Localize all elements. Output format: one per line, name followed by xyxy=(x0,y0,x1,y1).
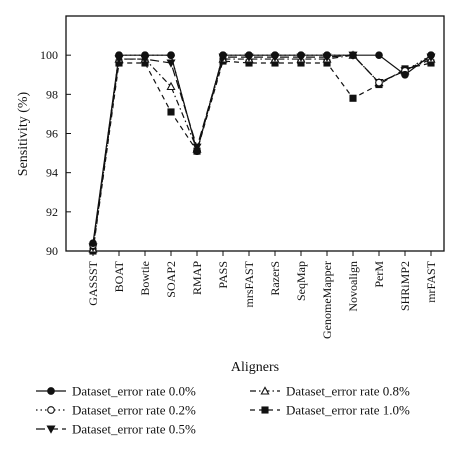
data-point xyxy=(349,51,357,60)
data-point xyxy=(427,51,435,60)
legend-marker xyxy=(261,406,269,414)
data-point xyxy=(167,108,175,116)
data-point xyxy=(245,51,253,60)
y-tick-label: 100 xyxy=(40,48,58,62)
legend-label: Dataset_error rate 0.0% xyxy=(72,384,196,399)
data-point xyxy=(375,51,383,60)
x-tick-label: SHRiMP2 xyxy=(398,261,412,311)
y-tick-label: 92 xyxy=(46,205,58,219)
data-point xyxy=(89,239,97,248)
series-4 xyxy=(89,57,435,255)
y-tick-label: 98 xyxy=(46,87,58,101)
data-point xyxy=(167,51,175,60)
x-tick-label: RMAP xyxy=(190,261,204,295)
data-point xyxy=(219,51,227,60)
series-1 xyxy=(89,51,435,249)
legend-label: Dataset_error rate 1.0% xyxy=(286,403,410,418)
legend-item: Dataset_error rate 0.0% xyxy=(36,384,196,399)
data-point xyxy=(115,51,123,60)
x-tick-label: Novoalign xyxy=(346,261,360,312)
series-layer xyxy=(88,50,436,255)
legend: Dataset_error rate 0.0% Dataset_error rat… xyxy=(36,384,410,437)
data-point xyxy=(401,70,409,79)
legend-marker xyxy=(47,406,55,414)
legend-label: Dataset_error rate 0.8% xyxy=(286,384,410,399)
x-tick-label: RazerS xyxy=(268,261,282,296)
series-0 xyxy=(89,51,435,248)
x-tick-label: GASSST xyxy=(86,260,100,305)
x-tick-label: Bowtie xyxy=(138,261,152,296)
series-line xyxy=(92,60,432,252)
legend-item: Dataset_error rate 0.5% xyxy=(36,422,196,437)
data-point xyxy=(375,78,383,87)
plot-frame xyxy=(65,15,445,252)
legend-marker xyxy=(46,425,56,434)
x-axis: GASSST BOAT Bowtie SOAP2 RMAP PASS mrsFAST Raze… xyxy=(86,251,438,339)
data-point xyxy=(349,94,357,102)
legend-item: Dataset_error rate 0.8% xyxy=(250,384,410,399)
data-point xyxy=(271,51,279,60)
data-point xyxy=(323,51,331,60)
data-point xyxy=(193,147,201,155)
x-tick-label: mrFAST xyxy=(424,260,438,302)
series-line xyxy=(92,54,432,244)
legend-label: Dataset_error rate 0.5% xyxy=(72,422,196,437)
y-axis-title: Sensitivity (%) xyxy=(16,91,31,176)
x-tick-label: BOAT xyxy=(112,260,126,292)
legend-marker xyxy=(47,387,55,395)
x-tick-label: PASS xyxy=(216,261,230,289)
legend-item: Dataset_error rate 0.2% xyxy=(36,403,196,418)
series-2 xyxy=(88,51,436,252)
y-tick-label: 96 xyxy=(46,127,58,141)
data-point xyxy=(166,81,176,91)
y-tick-label: 94 xyxy=(46,166,58,180)
x-tick-label: GenomeMapper xyxy=(320,261,334,339)
x-axis-title: Aligners xyxy=(231,360,279,375)
data-point xyxy=(297,51,305,60)
x-tick-label: mrsFAST xyxy=(242,260,256,307)
legend-label: Dataset_error rate 0.2% xyxy=(72,403,196,418)
x-tick-label: SOAP2 xyxy=(164,261,178,298)
data-point xyxy=(141,51,149,60)
legend-marker xyxy=(260,386,270,395)
legend-item: Dataset_error rate 1.0% xyxy=(250,403,410,418)
x-tick-label: SeqMap xyxy=(294,261,308,301)
x-tick-label: PerM xyxy=(372,261,386,288)
y-tick-label: 90 xyxy=(46,244,58,258)
y-axis: 90 92 94 96 98 100 xyxy=(40,48,71,258)
